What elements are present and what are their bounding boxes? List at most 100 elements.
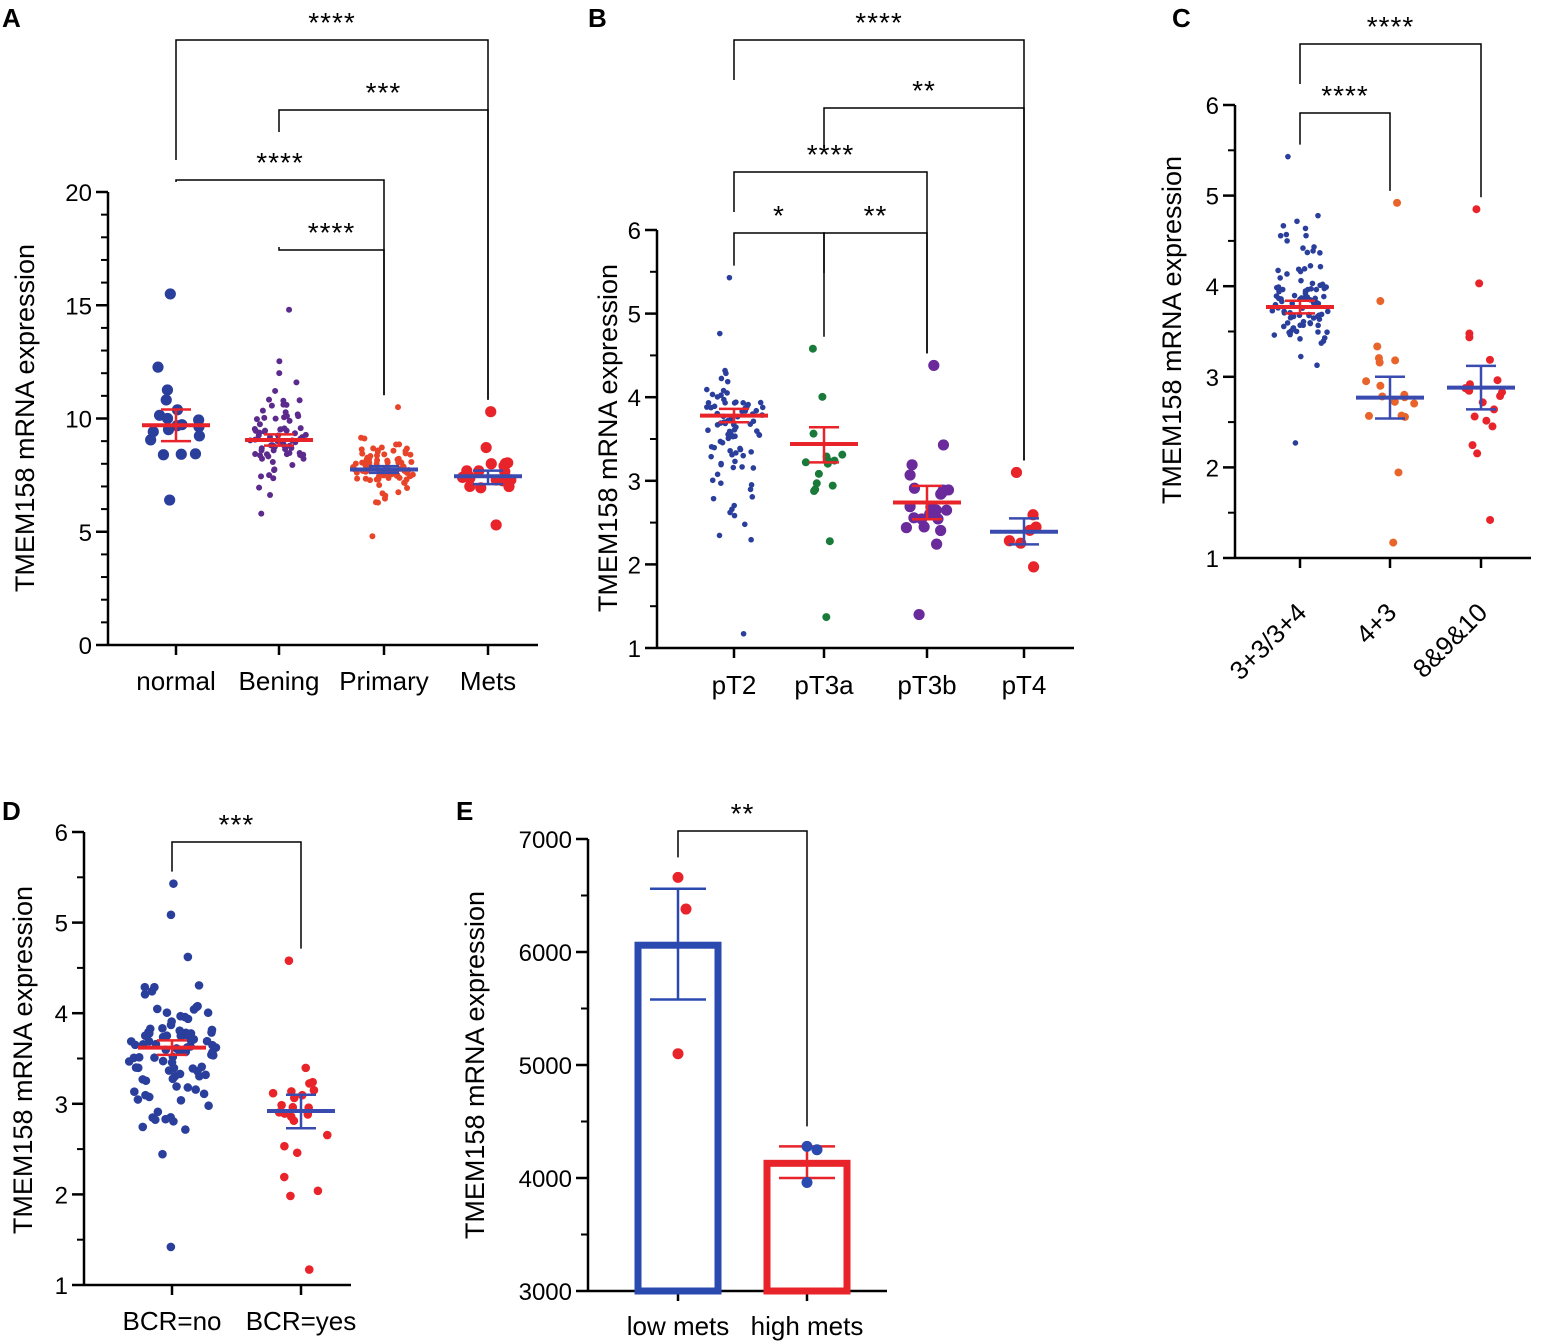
y-tick-label: 6 [1206, 93, 1219, 120]
data-point [373, 476, 380, 483]
y-axis-label: TMEM158 mRNA expression [460, 891, 490, 1239]
significance-bracket [823, 232, 928, 354]
panel-letter: E [456, 796, 473, 826]
data-point [750, 418, 757, 425]
data-point [208, 1040, 217, 1050]
data-point [1283, 231, 1290, 238]
data-point [809, 429, 818, 438]
x-category-label: BCR=no [123, 1306, 222, 1336]
data-point [710, 495, 717, 502]
y-tick-label: 4000 [519, 1166, 572, 1193]
data-point [1315, 300, 1322, 307]
data-point [1496, 392, 1505, 401]
data-point [289, 461, 296, 468]
data-point [201, 1070, 210, 1080]
data-point [716, 532, 723, 539]
data-point [297, 425, 304, 432]
data-point [1304, 294, 1311, 300]
data-point [1321, 293, 1327, 300]
data-point [124, 1057, 134, 1066]
data-point [158, 1149, 167, 1159]
data-point [393, 472, 400, 479]
data-point [352, 460, 359, 467]
data-point [928, 359, 940, 372]
data-point [172, 1082, 181, 1091]
data-point [1302, 288, 1309, 294]
data-point [1311, 244, 1317, 250]
data-point [142, 1031, 152, 1040]
data-point [1286, 329, 1292, 336]
data-point [193, 430, 205, 442]
data-point [158, 1024, 167, 1033]
data-point [705, 399, 712, 406]
data-point [754, 428, 760, 434]
data-point [1290, 325, 1297, 331]
data-point [818, 392, 827, 401]
data-point [1284, 271, 1290, 277]
data-point [1027, 561, 1040, 573]
data-point [256, 484, 263, 491]
data-point [1284, 320, 1291, 326]
data-point [1394, 468, 1403, 477]
data-point [270, 475, 277, 482]
data-point [1317, 263, 1324, 270]
data-point [740, 630, 747, 637]
data-point [322, 1130, 332, 1140]
significance-label: **** [855, 7, 903, 38]
data-point [261, 414, 268, 421]
data-point [485, 458, 497, 470]
data-point [709, 477, 716, 484]
data-point [1364, 411, 1373, 420]
data-point [308, 1077, 317, 1087]
y-tick-label: 1 [628, 636, 641, 663]
y-tick-label: 6000 [519, 940, 572, 967]
data-point [730, 464, 737, 471]
data-point [296, 449, 303, 456]
data-point [1271, 332, 1278, 338]
data-point [1482, 416, 1491, 425]
data-point [814, 469, 823, 478]
data-point [801, 1177, 813, 1189]
x-category-label: pT3b [897, 670, 956, 700]
data-point [1010, 466, 1023, 479]
data-point [747, 486, 754, 493]
data-point [166, 910, 176, 920]
significance-label: ** [912, 75, 936, 106]
y-tick-label: 10 [65, 407, 92, 434]
data-point [937, 439, 950, 451]
data-point [1310, 315, 1317, 321]
data-point [138, 1075, 148, 1084]
data-point [1300, 245, 1306, 251]
data-point [283, 427, 290, 434]
y-tick-label: 5 [1206, 184, 1219, 211]
data-point [407, 451, 414, 458]
data-point [1314, 362, 1320, 369]
data-point [404, 484, 411, 491]
data-point [296, 397, 303, 404]
data-point [708, 443, 715, 450]
data-point [485, 406, 497, 418]
data-point [1410, 399, 1419, 408]
data-point [750, 465, 757, 471]
data-point [145, 1024, 155, 1034]
data-point [1313, 286, 1320, 293]
data-point [166, 1020, 176, 1030]
data-point [718, 480, 724, 486]
data-point [367, 453, 374, 460]
data-point [268, 1088, 278, 1098]
data-point [749, 494, 756, 500]
data-point [708, 404, 714, 411]
data-point [808, 344, 817, 353]
data-point [811, 1144, 823, 1156]
data-point [150, 982, 159, 992]
data-point [258, 473, 265, 480]
data-point [731, 400, 738, 406]
panel-d: D 1 2 3 4 5 6 TMEM158 mRNA expression BCR=no BCR=… [2, 796, 356, 1336]
data-point [748, 482, 755, 488]
data-point [152, 1004, 162, 1014]
y-tick-label: 5 [628, 302, 641, 329]
data-point [1308, 286, 1314, 292]
data-point [733, 424, 739, 430]
data-point [1275, 284, 1282, 290]
y-tick-label: 15 [65, 293, 92, 320]
